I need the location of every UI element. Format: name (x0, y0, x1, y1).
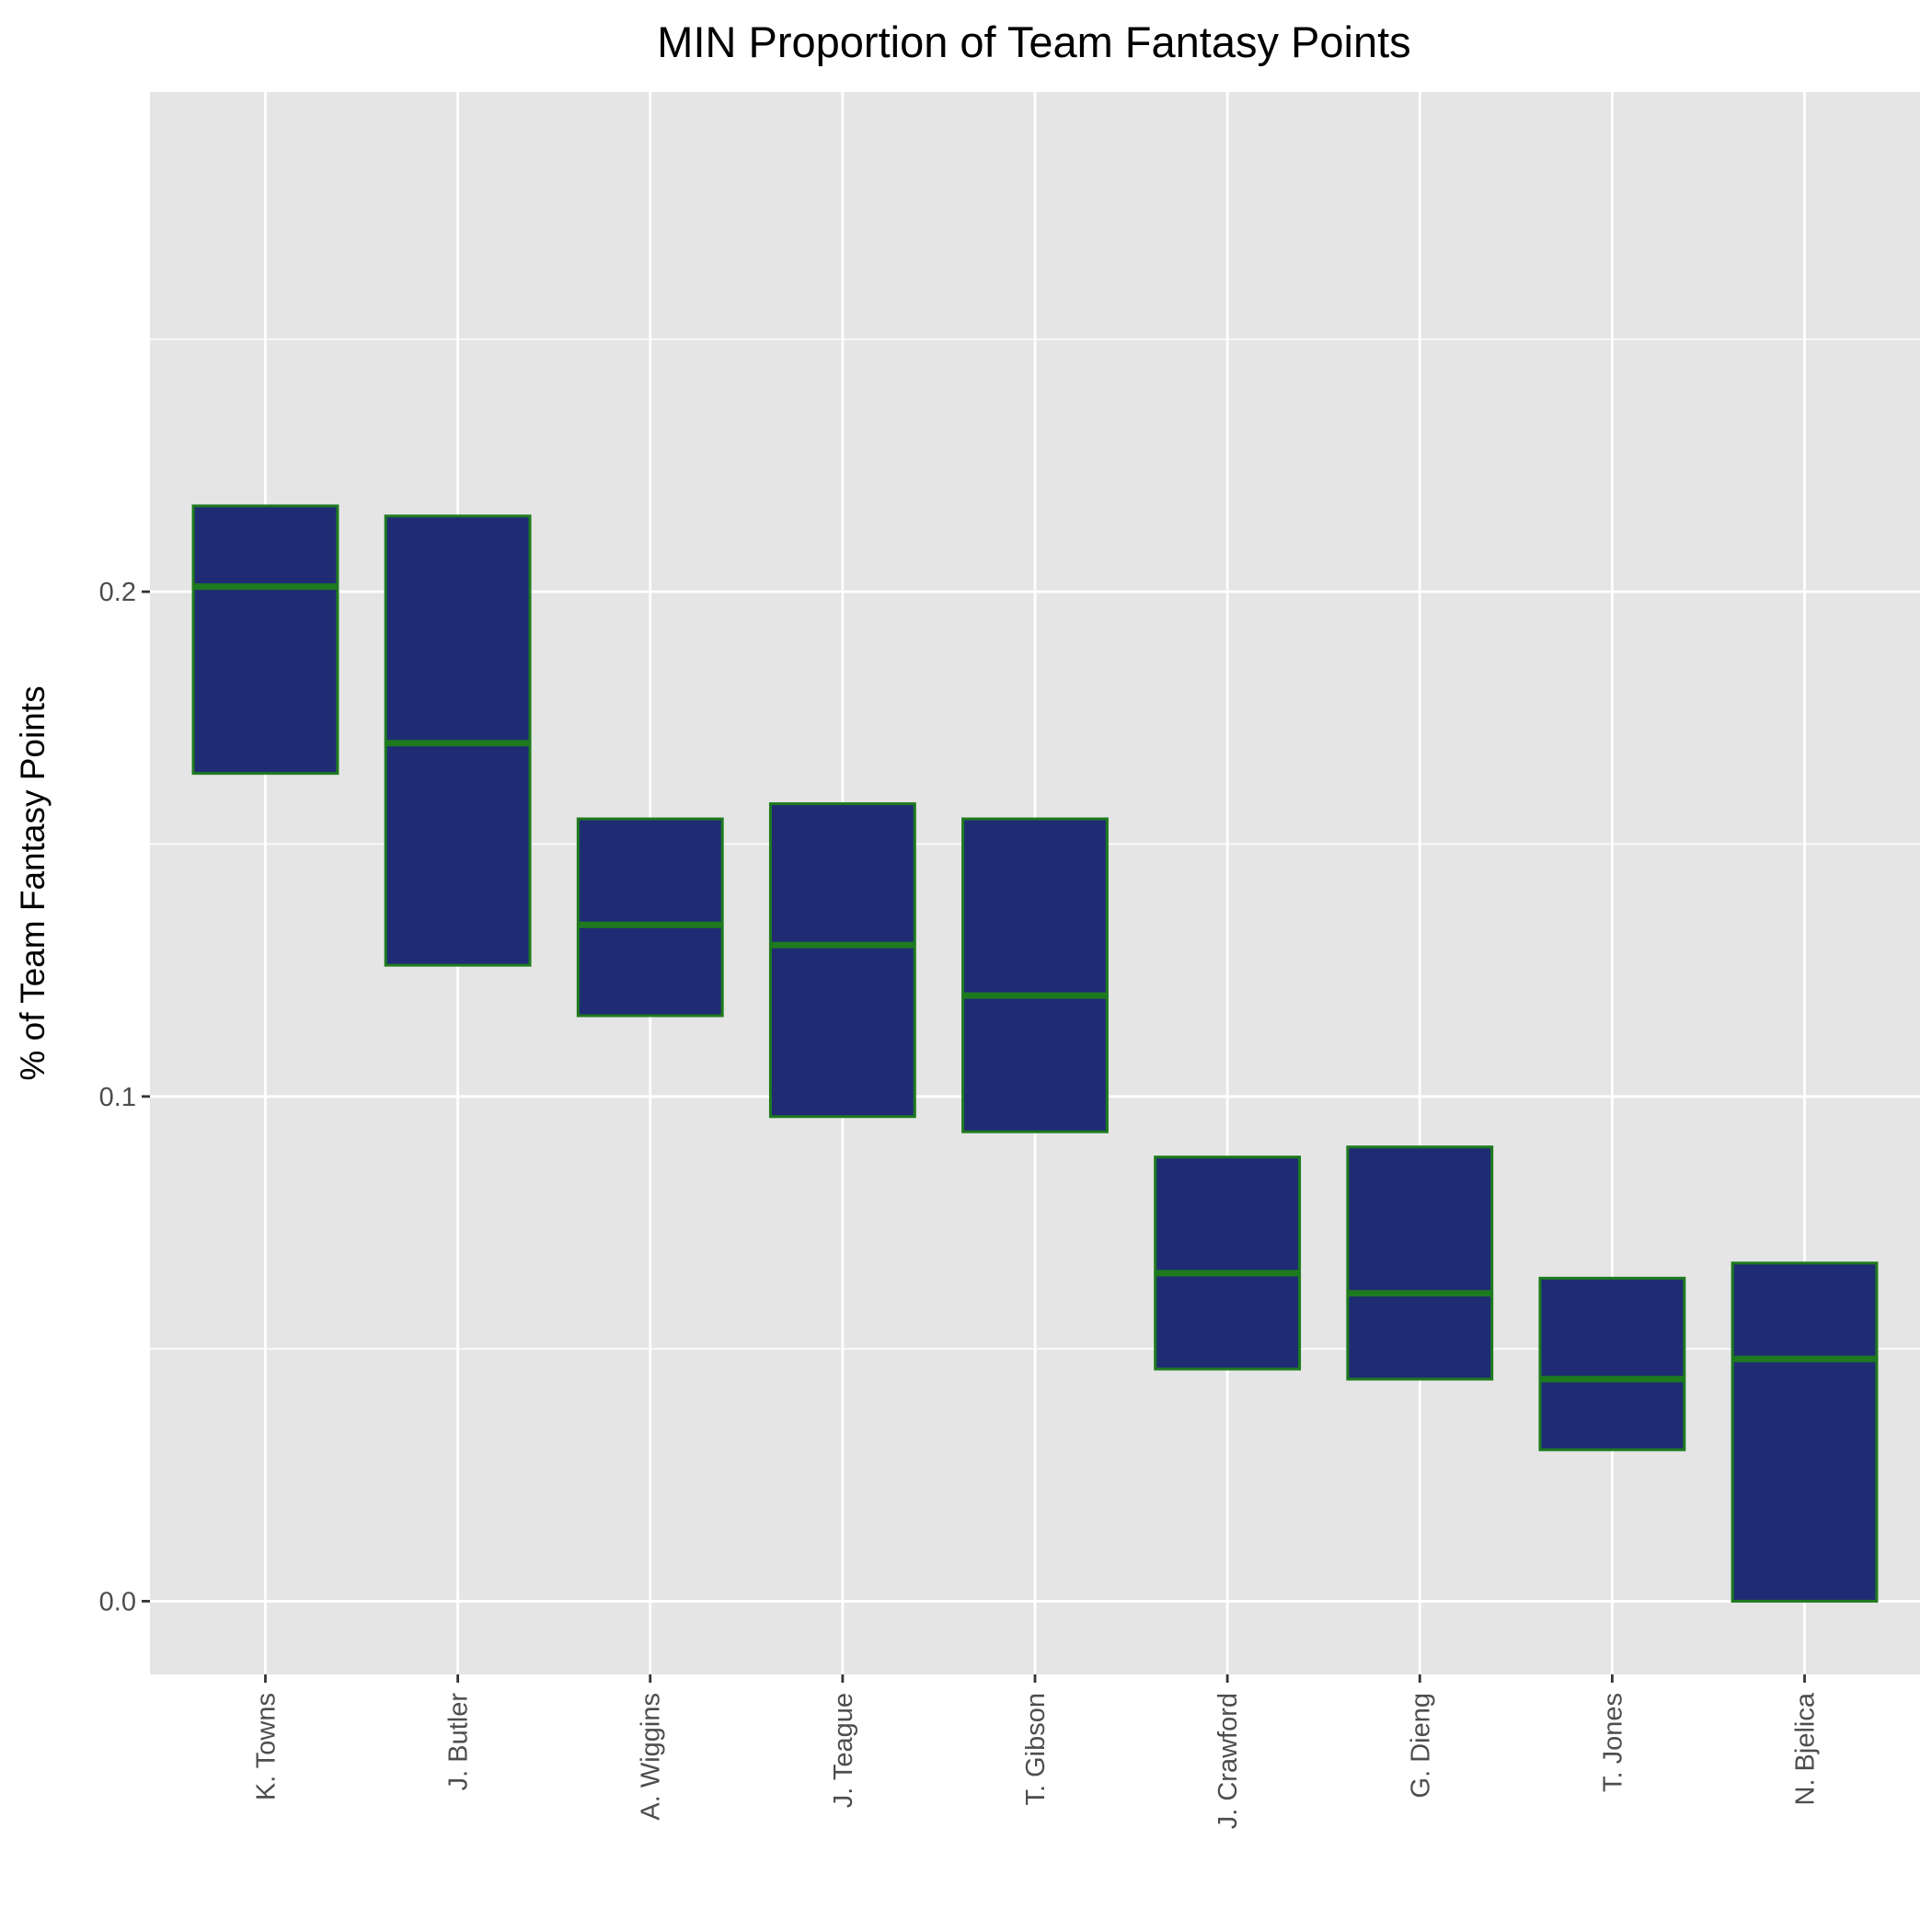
x-tick-label: J. Crawford (1213, 1693, 1243, 1829)
y-axis-title: % of Team Fantasy Points (14, 685, 52, 1080)
x-axis: K. Towns J. Butler A. Wiggins J. Teague T. G… (251, 1674, 1821, 1829)
y-tick-label: 0.1 (99, 1083, 136, 1112)
y-tick-label: 0.0 (99, 1587, 136, 1616)
x-tick-label: G. Dieng (1406, 1693, 1435, 1798)
box-t-jones (1538, 1276, 1686, 1452)
x-tick-label: A. Wiggins (637, 1693, 666, 1821)
boxes (191, 504, 1879, 1603)
x-tick-label: T. Jones (1598, 1693, 1627, 1792)
box-a-wiggins (576, 817, 724, 1018)
box-k-towns (191, 504, 339, 776)
box-t-gibson (961, 817, 1109, 1133)
box-j-teague (768, 802, 916, 1119)
x-tick-label: N. Bjelica (1791, 1692, 1821, 1805)
chart-title: MIN Proportion of Team Fantasy Points (657, 17, 1410, 66)
x-tick-label: K. Towns (251, 1693, 281, 1800)
x-tick-label: J. Butler (444, 1693, 474, 1791)
x-tick-label: T. Gibson (1021, 1693, 1051, 1806)
y-axis: 0.0 0.1 0.2 (99, 578, 150, 1616)
x-tick-label: J. Teague (829, 1693, 858, 1808)
box-g-dieng (1346, 1145, 1494, 1381)
box-n-bjelica (1731, 1261, 1879, 1603)
box-j-crawford (1154, 1156, 1302, 1371)
y-tick-label: 0.2 (99, 578, 136, 607)
